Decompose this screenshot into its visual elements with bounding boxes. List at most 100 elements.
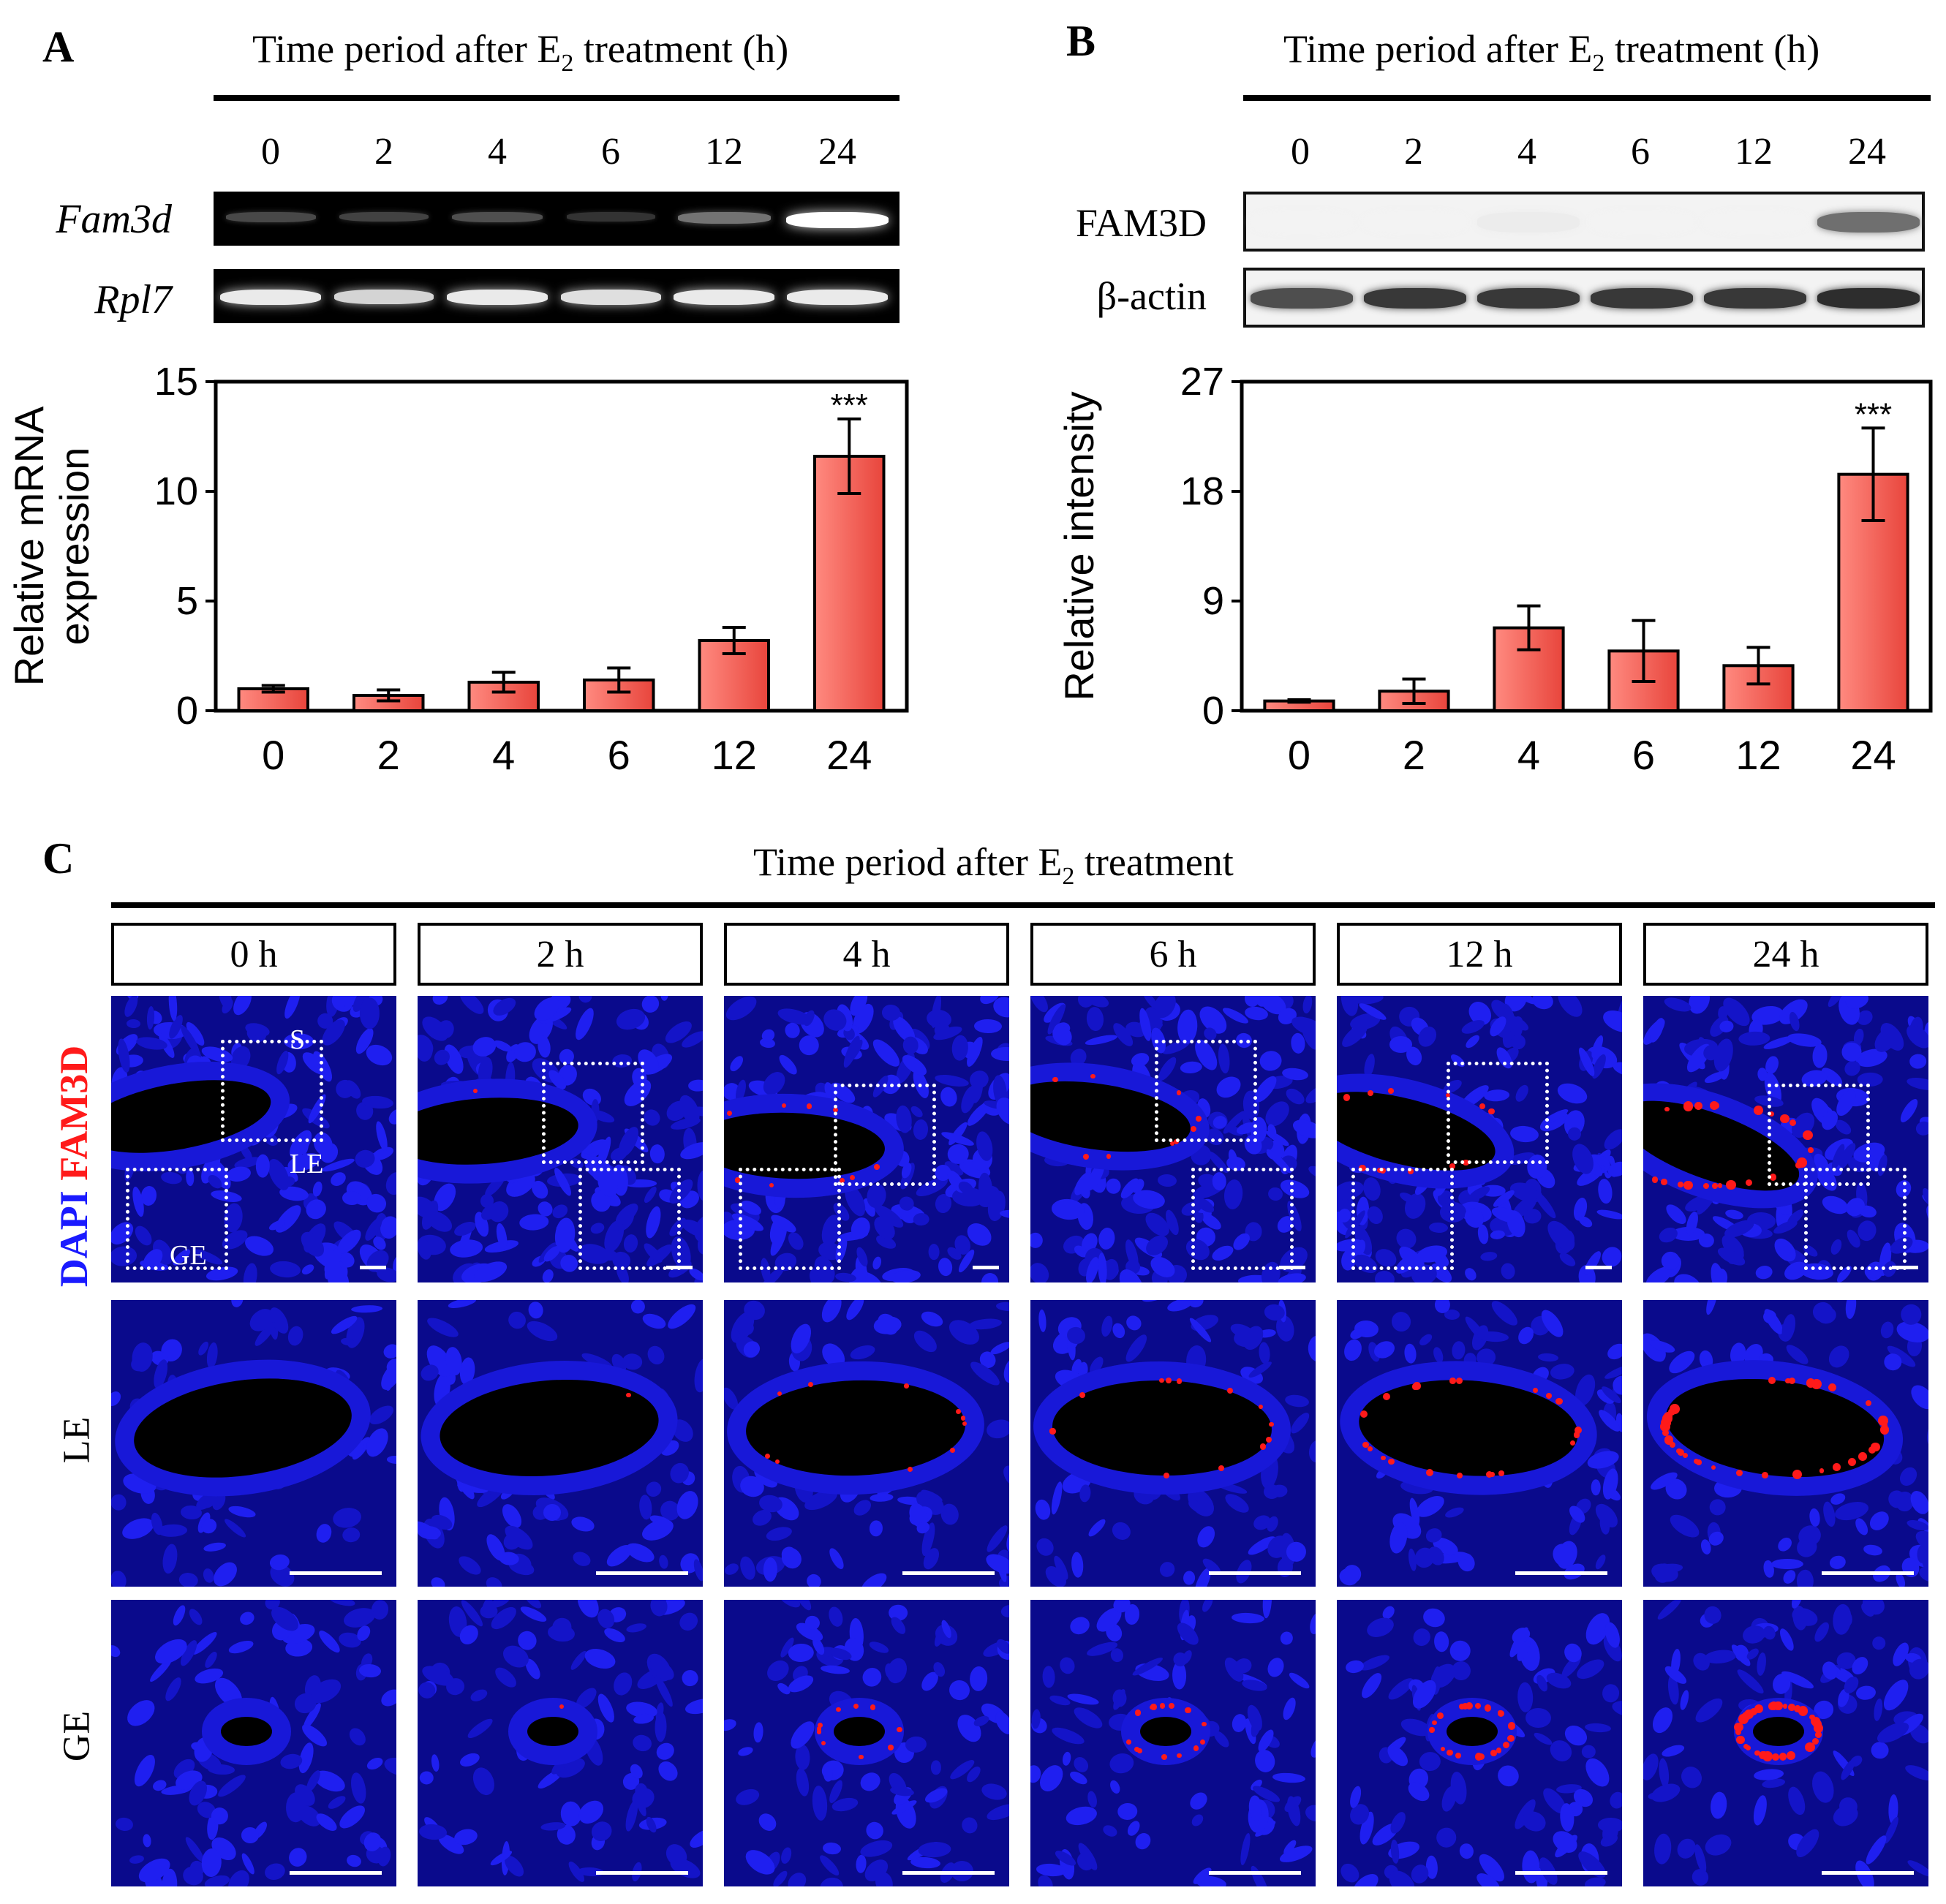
nucleus <box>1084 1032 1118 1047</box>
nucleus <box>518 1213 550 1231</box>
gene-label-fam3d: Fam3d <box>56 197 172 242</box>
nucleus <box>1648 1704 1677 1737</box>
nucleus <box>1301 996 1313 1014</box>
fam3d-signal <box>1362 1441 1370 1448</box>
fam3d-signal <box>777 1391 782 1397</box>
ge-micrograph <box>1337 1600 1622 1886</box>
nucleus <box>1905 1857 1928 1880</box>
nucleus <box>1344 1658 1365 1675</box>
y-tick-label: 9 <box>1202 579 1224 623</box>
nucleus <box>1677 1762 1706 1791</box>
blot-band <box>1364 212 1466 233</box>
nucleus <box>1307 1163 1316 1182</box>
fam3d-signal <box>1432 1720 1437 1725</box>
protein-label-beta-actin: β-actin <box>1096 274 1207 318</box>
gene-label-rpl7: Rpl7 <box>94 277 172 322</box>
nucleus <box>313 1810 340 1835</box>
panel-a-title-prefix: Time period after E <box>252 27 562 71</box>
time-point-header: 2 h <box>418 923 703 986</box>
scale-bar <box>1822 1871 1914 1875</box>
x-tick-label: 0 <box>1288 732 1310 778</box>
gel-band <box>447 290 548 305</box>
fam3d-signal <box>1678 1181 1683 1187</box>
nucleus <box>727 1053 746 1074</box>
scale-bar <box>290 1871 382 1875</box>
nucleus <box>1785 1784 1809 1817</box>
nucleus <box>1066 1691 1100 1707</box>
ge-micrograph <box>1030 1600 1316 1886</box>
panel-a-lane-label: 6 <box>601 131 620 173</box>
nucleus <box>227 1639 255 1657</box>
fam3d-signal <box>1754 1704 1764 1714</box>
nucleus <box>458 1750 482 1769</box>
nucleus <box>351 1304 383 1313</box>
nucleus <box>527 1300 545 1320</box>
nucleus <box>1709 1791 1729 1820</box>
fam3d-signal <box>1811 1738 1819 1745</box>
fam3d-signal <box>1490 1750 1497 1756</box>
fam3d-signal <box>818 1723 823 1729</box>
fam3d-signal <box>1754 1106 1764 1116</box>
x-tick-label: 2 <box>1403 732 1425 778</box>
plot-frame <box>214 379 909 713</box>
fam3d-signal <box>1793 1705 1801 1713</box>
nucleus <box>652 1739 678 1764</box>
x-tick-label: 6 <box>608 732 630 778</box>
nucleus <box>657 1554 669 1570</box>
nucleus <box>1303 1802 1316 1824</box>
nucleus <box>238 1609 257 1628</box>
fam3d-signal <box>1769 1174 1777 1181</box>
nucleus <box>1097 1252 1108 1282</box>
nucleus <box>483 1574 505 1587</box>
nucleus <box>208 1764 236 1776</box>
nucleus <box>505 1308 529 1333</box>
nucleus <box>990 1046 1009 1062</box>
fam3d-signal <box>1662 1421 1669 1428</box>
fam3d-signal <box>806 1103 812 1109</box>
nucleus <box>1116 1802 1138 1821</box>
nucleus <box>1042 1666 1056 1689</box>
fam3d-signal <box>1833 1463 1841 1472</box>
nucleus <box>1044 1154 1070 1168</box>
nucleus <box>1280 1696 1298 1722</box>
nucleus <box>655 1757 682 1785</box>
nucleus <box>1666 1510 1703 1542</box>
gel-band <box>566 212 655 222</box>
nucleus <box>1123 1331 1151 1365</box>
nucleus <box>820 1664 851 1676</box>
nucleus <box>1581 1745 1596 1758</box>
fam3d-signal <box>1711 1465 1716 1470</box>
nucleus <box>186 1606 205 1628</box>
nucleus <box>1388 1810 1409 1836</box>
channel-label: DAPI FAM3D <box>51 1016 102 1316</box>
nucleus <box>1697 1232 1716 1249</box>
nucleus <box>1661 1742 1686 1760</box>
nucleus <box>543 1504 561 1521</box>
nucleus <box>1107 1750 1136 1775</box>
panel-b-lane-label: 0 <box>1291 131 1310 173</box>
nucleus <box>1689 1866 1712 1886</box>
nucleus <box>811 1785 829 1821</box>
fam3d-signal <box>950 1448 955 1453</box>
scale-bar <box>290 1571 382 1575</box>
nucleus <box>327 1169 349 1189</box>
nucleus <box>660 996 668 1002</box>
nucleus <box>1070 1704 1106 1733</box>
nucleus <box>167 996 178 1021</box>
nucleus <box>1443 1505 1466 1520</box>
panel-b-title-sub: 2 <box>1592 49 1605 77</box>
nucleus <box>1577 1214 1595 1230</box>
nucleus <box>936 1256 954 1277</box>
panel-c-title: Time period after E2 treatment <box>753 839 1234 891</box>
fam3d-signal <box>1082 1153 1089 1160</box>
fam3d-signal <box>1803 1130 1813 1141</box>
panel-a-title-suffix: treatment (h) <box>573 27 789 71</box>
fam3d-signal <box>1782 1704 1788 1709</box>
fam3d-signal <box>1555 1397 1563 1405</box>
roi-glandular <box>578 1168 681 1270</box>
gel-band <box>220 290 321 305</box>
fam3d-signal <box>1387 1088 1394 1095</box>
nucleus <box>213 1742 237 1759</box>
le-micrograph <box>418 1300 703 1587</box>
nucleus <box>129 1854 146 1865</box>
